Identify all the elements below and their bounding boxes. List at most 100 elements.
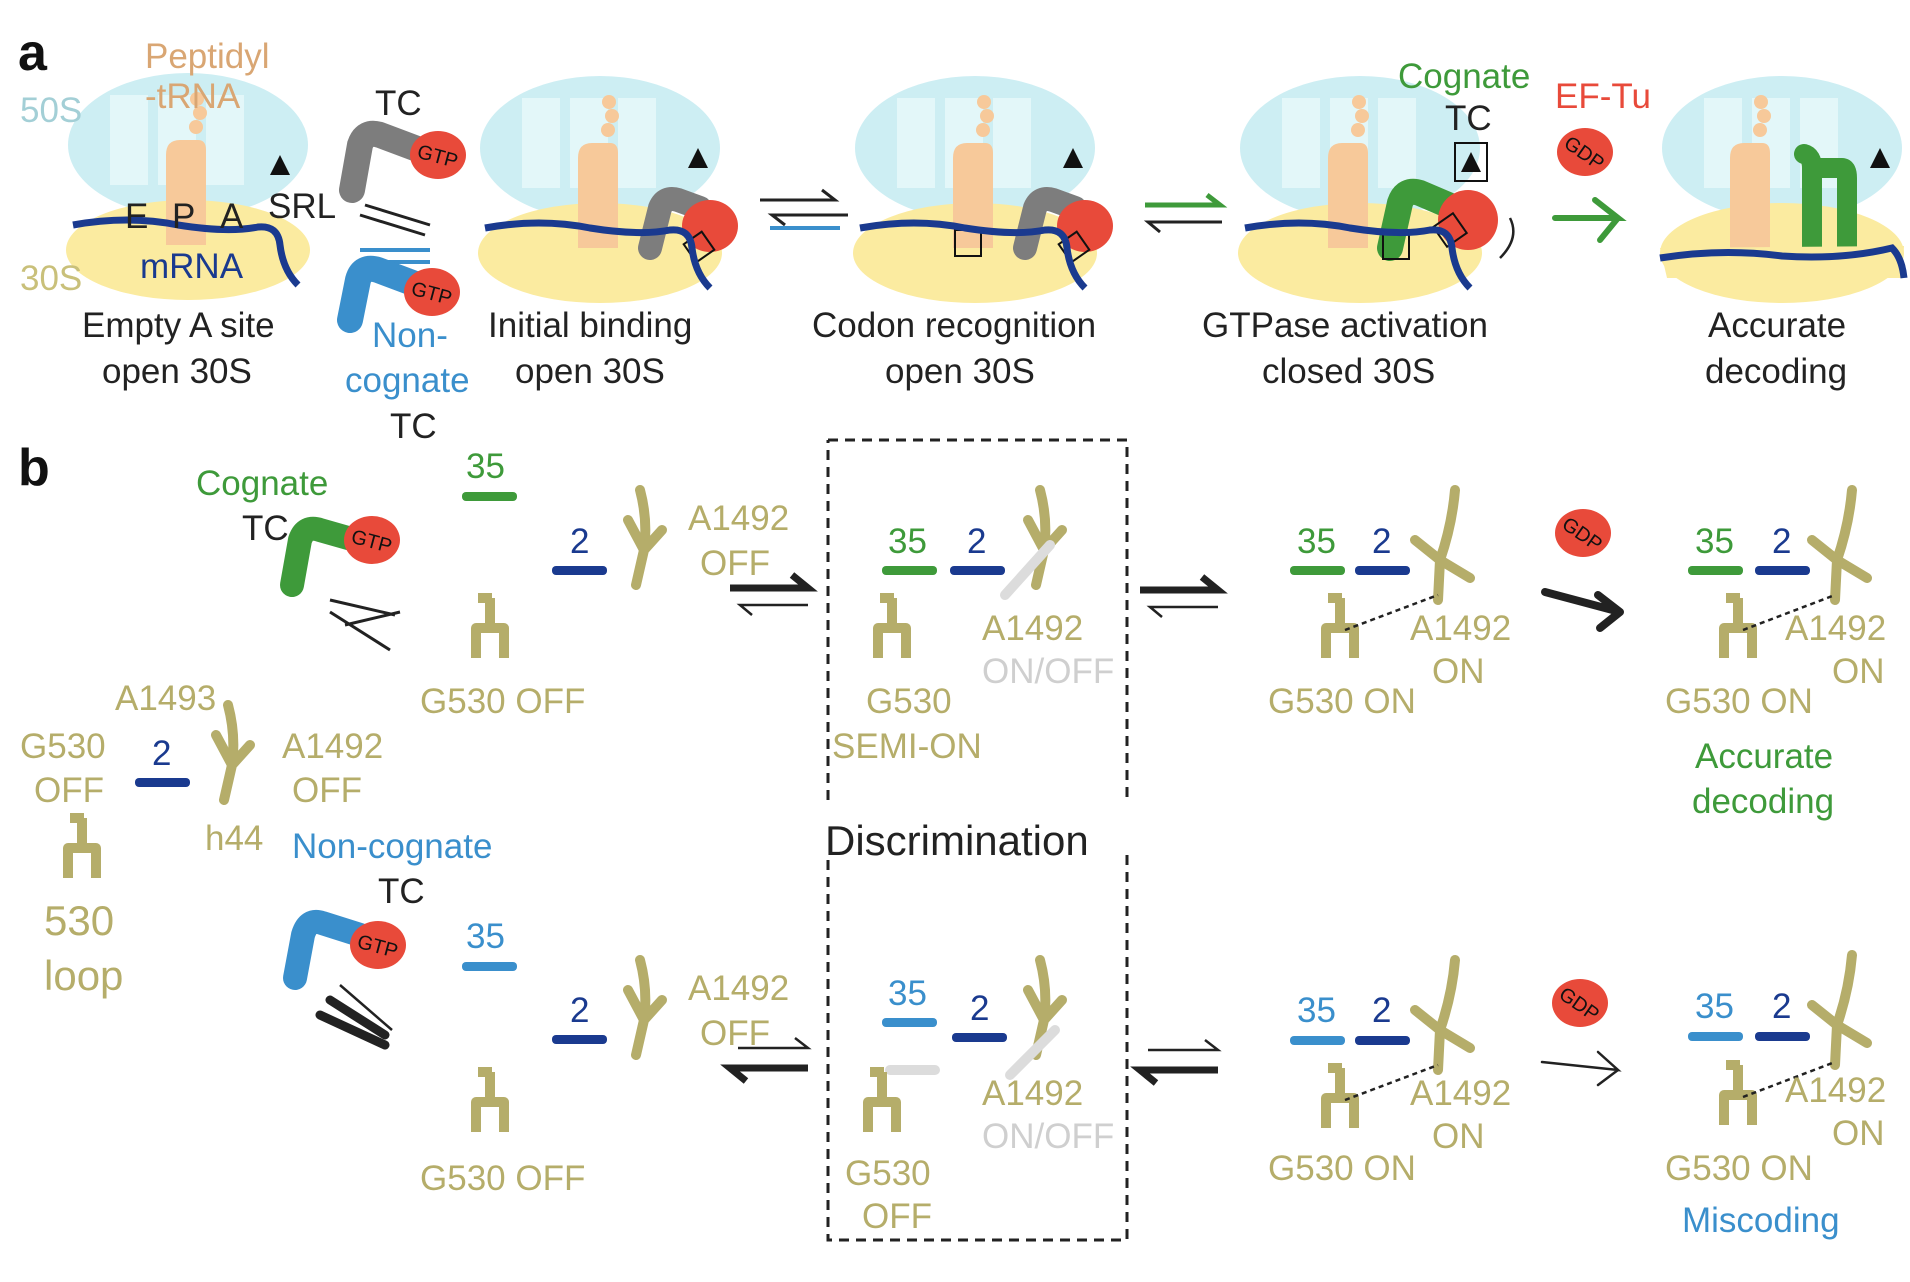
legend-530-1: 530	[44, 897, 114, 944]
g530-off-2: G530 OFF	[420, 1159, 585, 1198]
equilibrium-b3	[1140, 574, 1228, 594]
legend-g530-2: OFF	[34, 771, 104, 810]
cog-2-1: 2	[570, 522, 589, 561]
legend-h44: h44	[205, 819, 263, 858]
a1492-onoff-2a: A1492	[982, 1074, 1083, 1113]
cognate-label-a: Cognate	[1398, 57, 1530, 96]
g530-on-4: G530 ON	[1665, 1149, 1813, 1188]
ribosome-initial	[478, 76, 738, 303]
legend-2-bar	[135, 778, 190, 787]
a1492-off-1a: A1492	[688, 499, 789, 538]
a1492-off-2a: A1492	[688, 969, 789, 1008]
discrimination-label: Discrimination	[825, 817, 1089, 864]
stage-5-line2: decoding	[1705, 352, 1847, 391]
equilibrium-b4	[315, 995, 390, 1050]
ribosome-empty	[66, 73, 310, 300]
stage-3-line1: Codon recognition	[812, 306, 1096, 345]
gdp-ball-b1: GDP	[1555, 509, 1611, 557]
accurate-label-2: decoding	[1692, 782, 1834, 821]
noncog-35-2: 35	[888, 974, 927, 1013]
legend-g530-shape	[68, 818, 96, 878]
g530-semi-2: SEMI-ON	[832, 727, 982, 766]
legend-a1492-2: OFF	[292, 771, 362, 810]
noncognate-label-b: Non-cognate	[292, 827, 492, 866]
stage-2-line1: Initial binding	[488, 306, 692, 345]
tc-grey: GTP	[339, 120, 466, 203]
equilibrium-b5	[738, 1037, 812, 1050]
stage-1-line2: open 30S	[102, 352, 252, 391]
accurate-label-1: Accurate	[1695, 737, 1833, 776]
discrimination-box	[826, 438, 1129, 1242]
tc-cognate-label: TC	[1445, 99, 1492, 138]
gdp-ball-b2: GDP	[1552, 979, 1608, 1027]
noncog-2-2: 2	[970, 989, 989, 1028]
cog-35-1: 35	[466, 447, 505, 486]
forward-arrow-b2	[1540, 1050, 1622, 1087]
site-p: P	[172, 197, 195, 236]
legend-a1493: A1493	[115, 679, 216, 718]
eftu-label: EF-Tu	[1555, 77, 1651, 116]
a1492-onoff-2b: ON/OFF	[982, 1117, 1114, 1156]
site-a: A	[220, 197, 244, 236]
g530-semi-1: G530	[866, 682, 952, 721]
ribosome-accurate	[1659, 76, 1908, 303]
a1492-off-2b: OFF	[700, 1014, 770, 1053]
stage-4-line1: GTPase activation	[1202, 306, 1488, 345]
g530-on-1: G530 ON	[1268, 682, 1416, 721]
noncog-2-3: 2	[1372, 991, 1391, 1030]
cog-2-2: 2	[967, 522, 986, 561]
srl-label: SRL	[268, 187, 336, 226]
legend-a1492-shape	[216, 705, 250, 800]
peptidyl-label-2: -tRNA	[145, 77, 241, 116]
g530-off-1: G530 OFF	[420, 682, 585, 721]
a1492-on-1b: ON	[1432, 652, 1485, 691]
site-e: E	[125, 197, 148, 236]
noncognate-label-2: cognate	[345, 361, 470, 400]
tc-blue-b: GTP	[283, 909, 406, 990]
equilibrium-b6	[1148, 1039, 1222, 1052]
noncognate-label-1: Non-	[372, 316, 448, 355]
noncog-35-4: 35	[1695, 987, 1734, 1026]
a1492-onoff-1b: ON/OFF	[982, 652, 1114, 691]
cog-35-2: 35	[888, 522, 927, 561]
gdp-ball-a: GDP	[1557, 128, 1613, 176]
noncog-35-3: 35	[1297, 991, 1336, 1030]
noncog-2-1: 2	[570, 991, 589, 1030]
a1492-on-4a: A1492	[1785, 1071, 1886, 1110]
stage-2-line2: open 30S	[515, 352, 665, 391]
a1492-on-3b: ON	[1432, 1117, 1485, 1156]
legend-530-2: loop	[44, 952, 123, 999]
noncog-2-4: 2	[1772, 987, 1791, 1026]
a1492-on-2b: ON	[1832, 652, 1885, 691]
a1492-on-1a: A1492	[1410, 609, 1511, 648]
srl-triangle-icon	[270, 155, 290, 175]
tc-cognate-b: TC	[242, 509, 289, 548]
cog-2-3: 2	[1372, 522, 1391, 561]
equilibrium-3	[1145, 193, 1228, 208]
panel-a-letter: a	[18, 24, 48, 82]
equilibrium-b1	[329, 598, 401, 652]
stage-1-line1: Empty A site	[82, 306, 275, 345]
tc-top-label: TC	[375, 84, 422, 123]
stage-4-line2: closed 30S	[1262, 352, 1435, 391]
peptidyl-label-1: Peptidyl	[145, 37, 270, 76]
miscoding-label: Miscoding	[1682, 1201, 1840, 1240]
cog-2-4: 2	[1772, 522, 1791, 561]
a1492-on-4b: ON	[1832, 1114, 1885, 1153]
noncog-35-1: 35	[466, 917, 505, 956]
equilibrium-2	[760, 188, 848, 227]
legend-2: 2	[152, 734, 171, 773]
label-50s: 50S	[20, 91, 82, 130]
g530-off2-2: OFF	[862, 1197, 932, 1236]
a1492-onoff-1a: A1492	[982, 609, 1083, 648]
a1492-on-2a: A1492	[1785, 609, 1886, 648]
forward-arrow-a	[1552, 197, 1627, 243]
g530-off-shape-1	[476, 598, 504, 658]
legend-g530-1: G530	[20, 727, 106, 766]
ribosome-gtpase	[1238, 76, 1515, 303]
cog-35-4: 35	[1695, 522, 1734, 561]
g530-on-2: G530 ON	[1665, 682, 1813, 721]
g530-on-3: G530 ON	[1268, 1149, 1416, 1188]
forward-arrow-b1	[1541, 588, 1624, 632]
a1492-on-3a: A1492	[1410, 1074, 1511, 1113]
